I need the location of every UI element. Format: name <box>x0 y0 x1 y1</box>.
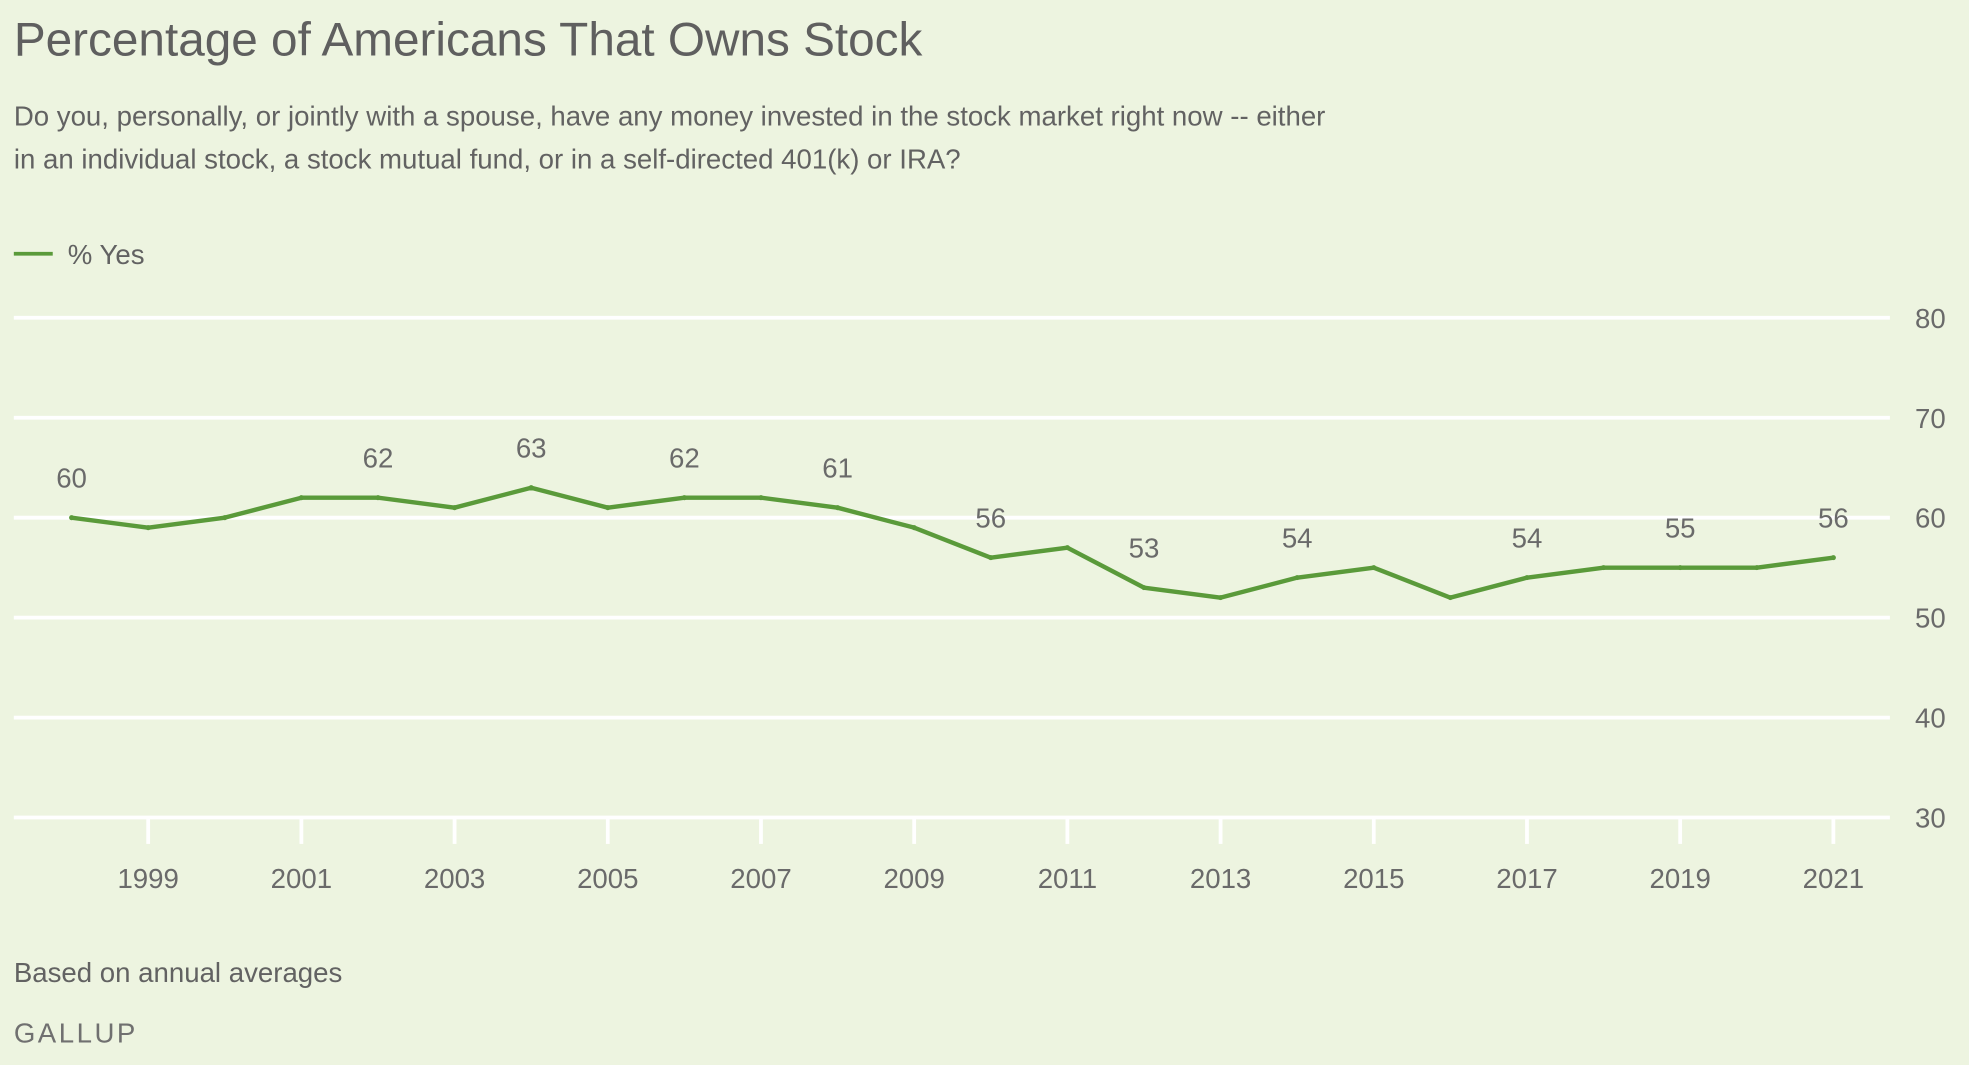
chart-subtitle-line-2: in an individual stock, a stock mutual f… <box>14 143 961 174</box>
data-point <box>911 525 917 531</box>
data-point <box>681 495 687 501</box>
y-axis: 80 70 60 50 40 30 <box>1915 303 1946 834</box>
x-tick-label: 2009 <box>883 863 944 894</box>
x-tick-label: 2017 <box>1496 863 1557 894</box>
chart-subtitle-line-1: Do you, personally, or jointly with a sp… <box>14 101 1326 132</box>
x-tick-label: 2015 <box>1343 863 1404 894</box>
data-point <box>1754 565 1760 571</box>
data-point <box>1677 565 1683 571</box>
data-label: 54 <box>1512 523 1543 554</box>
data-point <box>758 495 764 501</box>
data-point <box>1218 595 1224 601</box>
data-label: 62 <box>669 443 700 474</box>
data-label: 54 <box>1282 523 1313 554</box>
data-label: 63 <box>516 433 547 464</box>
brand-logo: GALLUP <box>14 1017 138 1048</box>
data-point <box>145 525 151 531</box>
data-label: 60 <box>56 463 87 494</box>
x-tick-label: 2001 <box>271 863 332 894</box>
y-tick-label: 80 <box>1915 303 1946 334</box>
data-point <box>1601 565 1607 571</box>
data-point <box>528 485 534 491</box>
x-tick-label: 2011 <box>1038 863 1097 894</box>
data-label: 55 <box>1665 513 1696 544</box>
data-labels: 60 62 63 62 61 56 53 54 54 55 56 <box>56 433 1849 564</box>
data-point <box>69 515 75 521</box>
footer-note: Based on annual averages <box>14 957 343 988</box>
y-tick-label: 50 <box>1915 603 1946 634</box>
series <box>69 485 1836 601</box>
data-point <box>1371 565 1377 571</box>
data-point <box>1064 545 1070 551</box>
x-tick-label: 2021 <box>1803 863 1864 894</box>
x-tick-label: 2013 <box>1190 863 1251 894</box>
data-point <box>1447 595 1453 601</box>
data-point <box>1524 575 1530 581</box>
x-tick-label: 2005 <box>577 863 638 894</box>
data-point <box>1141 585 1147 591</box>
data-label: 62 <box>363 443 394 474</box>
legend-label: % Yes <box>68 239 145 270</box>
gridlines <box>13 315 1890 820</box>
data-label: 56 <box>975 503 1006 534</box>
series-line <box>71 485 1834 600</box>
data-point <box>1830 555 1836 561</box>
data-point <box>988 555 994 561</box>
x-tick-label: 2019 <box>1649 863 1710 894</box>
x-tick-label: 2003 <box>424 863 485 894</box>
x-axis: 1999 2001 2003 2005 2007 2009 2011 2013 2015 2017… <box>117 817 1864 894</box>
data-point <box>452 505 458 511</box>
y-tick-label: 30 <box>1915 803 1946 834</box>
x-tick-label: 1999 <box>117 863 178 894</box>
data-point <box>835 505 841 511</box>
data-label: 56 <box>1818 503 1849 534</box>
data-label: 53 <box>1129 533 1160 564</box>
data-point <box>222 515 228 521</box>
y-tick-label: 40 <box>1915 703 1946 734</box>
x-tick-label: 2007 <box>730 863 791 894</box>
data-point <box>1294 575 1300 581</box>
data-point <box>375 495 381 501</box>
y-tick-label: 70 <box>1915 403 1946 434</box>
chart-title: Percentage of Americans That Owns Stock <box>14 13 923 66</box>
data-point <box>605 505 611 511</box>
y-tick-label: 60 <box>1915 503 1946 534</box>
data-point <box>298 495 304 501</box>
legend: % Yes <box>13 239 145 270</box>
data-label: 61 <box>822 453 853 484</box>
